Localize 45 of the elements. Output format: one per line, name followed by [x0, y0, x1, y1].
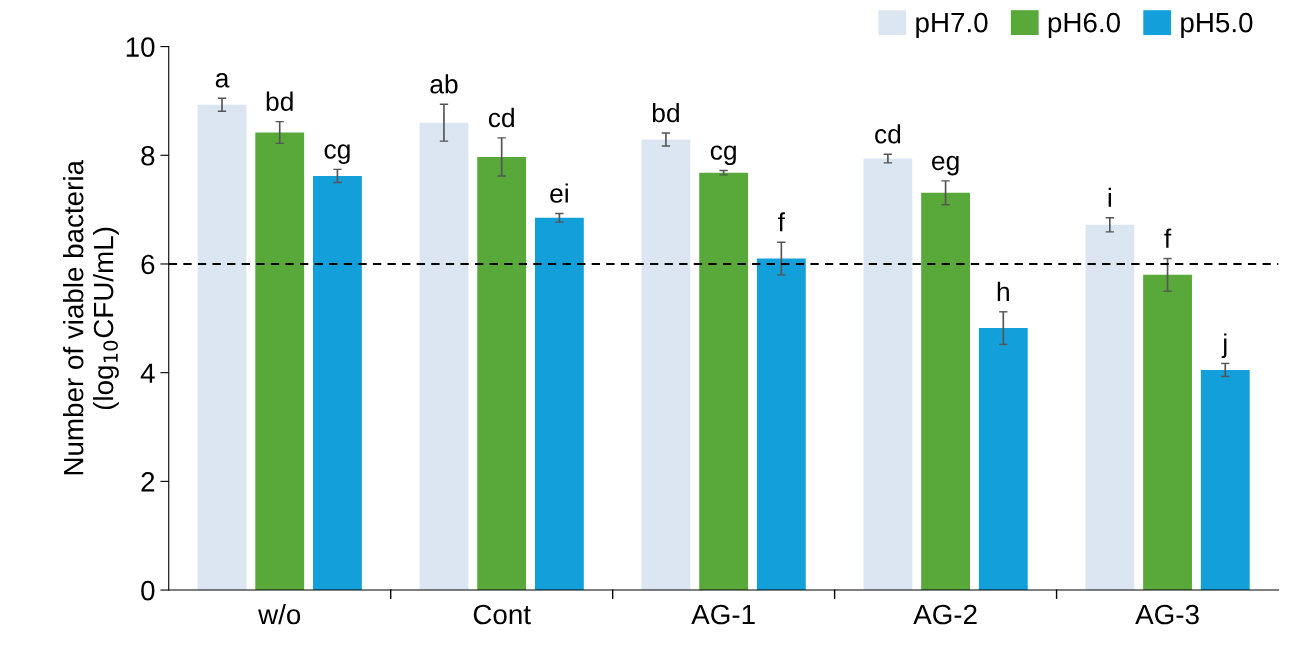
- data-label: cd: [488, 107, 514, 128]
- y-tick-label: 6: [141, 254, 155, 275]
- bar: [255, 132, 305, 591]
- data-label: cd: [875, 124, 901, 144]
- bar: [863, 158, 913, 591]
- data-label: a: [215, 73, 230, 88]
- bar: [699, 172, 749, 591]
- bar: [978, 328, 1028, 591]
- data-label: h: [997, 281, 1009, 301]
- data-label: f: [1164, 228, 1172, 248]
- y-tick-label: 8: [141, 145, 155, 166]
- x-tick-label: w/o: [258, 603, 301, 625]
- y-tick-label: 4: [140, 363, 155, 383]
- y-tick-label: 0: [141, 580, 155, 601]
- data-label: ei: [550, 183, 568, 203]
- data-label: j: [1221, 333, 1227, 358]
- bar: [1200, 369, 1250, 591]
- y-tick-label: 10: [126, 37, 155, 57]
- bar: [1085, 224, 1135, 591]
- data-label: i: [1108, 187, 1111, 207]
- bar: [197, 104, 247, 591]
- bar: [921, 192, 971, 591]
- legend-label: pH6.0: [1048, 12, 1120, 38]
- bar: [419, 122, 469, 591]
- data-label: cg: [324, 144, 350, 164]
- x-tick-label: AG-2: [913, 604, 977, 625]
- bar: [641, 139, 691, 591]
- data-label: bd: [652, 102, 679, 123]
- data-label: cg: [710, 145, 736, 166]
- data-label: ab: [430, 74, 458, 94]
- y-tick-label: 2: [141, 472, 155, 492]
- bar: [1143, 274, 1192, 591]
- data-label: f: [778, 212, 786, 232]
- data-label: bd: [266, 91, 293, 111]
- x-tick-label: AG-3: [1135, 604, 1199, 625]
- bar: [477, 156, 527, 591]
- x-tick-label: Cont: [473, 604, 531, 625]
- y-axis-title: Number of viable bacteria (log$_{10}$CFU/mL): [63, 160, 119, 475]
- bar: [756, 258, 806, 591]
- x-tick-label: AG-1: [691, 604, 755, 625]
- legend-label: pH7.0: [916, 12, 988, 38]
- data-label: eg: [932, 155, 959, 176]
- bar: [534, 217, 584, 591]
- legend-label: pH5.0: [1181, 12, 1253, 38]
- bar: [313, 175, 362, 591]
